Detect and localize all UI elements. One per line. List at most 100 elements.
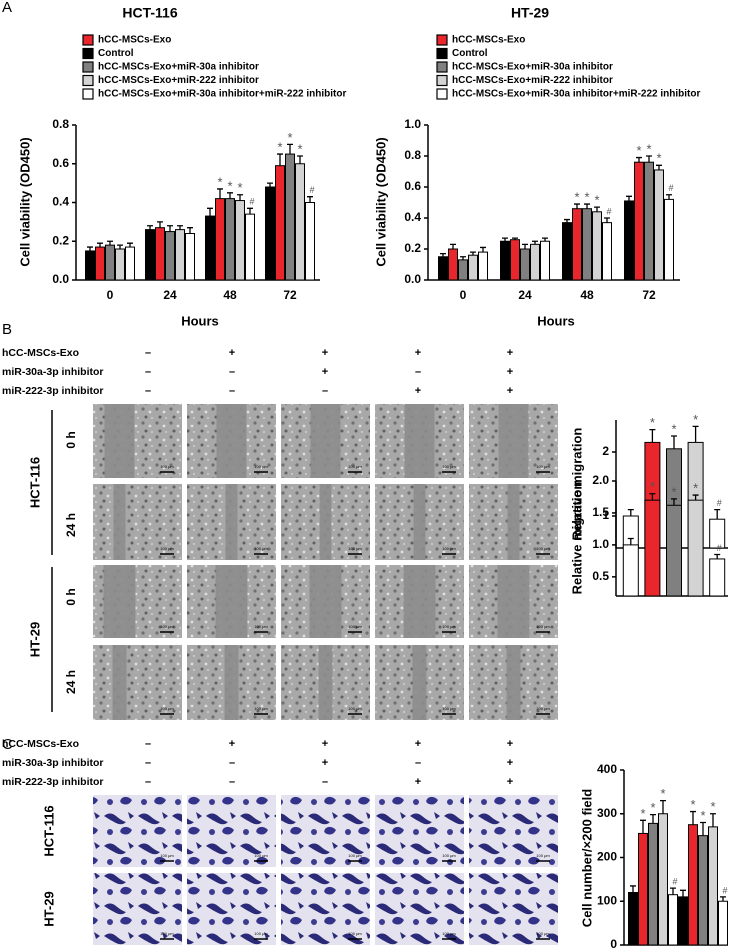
- scratch: [498, 404, 529, 478]
- x-tick-label: 72: [642, 288, 656, 302]
- error-bar: [656, 164, 662, 170]
- treatment-mark: +: [507, 776, 513, 788]
- error-bar: [480, 246, 486, 253]
- significance-label: *: [656, 151, 661, 166]
- scale-bar-label: 100 μm: [348, 546, 362, 551]
- error-bar: [584, 203, 590, 209]
- significance-label: *: [693, 480, 698, 495]
- error-bar: [692, 425, 699, 443]
- scratch: [112, 645, 127, 720]
- bar: [628, 892, 638, 946]
- legend-label: hCC-MSCs-Exo+miR-30a inhibitor+miR-222 i…: [452, 89, 700, 100]
- treatment-mark: +: [415, 776, 421, 788]
- scale-bar-label: 100 μm: [442, 931, 456, 936]
- significance-label: *: [237, 180, 242, 195]
- micrograph: [375, 873, 464, 945]
- scratch: [319, 484, 332, 560]
- scale-bar-label: 100 μm: [348, 624, 362, 629]
- micrograph: [93, 645, 182, 720]
- significance-label: *: [594, 193, 599, 208]
- scratch: [497, 565, 530, 638]
- error-bar: [640, 819, 646, 834]
- treatment-mark: –: [145, 757, 151, 769]
- scale-bar-label: 100 μm: [536, 464, 550, 469]
- treatment-mark: +: [507, 738, 513, 750]
- treatment-mark: –: [229, 757, 235, 769]
- legend-swatch: [436, 88, 448, 100]
- treatment-mark: –: [145, 347, 151, 359]
- y-tick-label: 0.8: [404, 148, 421, 162]
- bar: [638, 832, 648, 946]
- error-bar: [671, 435, 677, 449]
- bar: [592, 211, 602, 281]
- scratch: [404, 404, 435, 478]
- significance-label: #: [309, 185, 314, 195]
- micrograph: [469, 795, 558, 867]
- treatment-label: miR-30a-3p inhibitor: [2, 366, 104, 378]
- error-bar: [692, 494, 699, 501]
- y-axis-label: Relative migration: [569, 482, 584, 595]
- scale-bar-label: 100 μm: [160, 931, 174, 936]
- scratch: [506, 645, 521, 720]
- treatment-mark: +: [507, 385, 513, 397]
- significance-label: *: [710, 799, 715, 814]
- bar: [185, 233, 195, 281]
- y-tick-label: 0.2: [52, 233, 69, 247]
- y-tick-label: 0.6: [404, 179, 421, 193]
- legend-swatch: [436, 34, 448, 46]
- bar: [540, 240, 550, 281]
- scratch: [216, 404, 247, 478]
- error-bar: [167, 225, 173, 232]
- bar: [668, 894, 678, 946]
- bar: [530, 243, 540, 281]
- micrograph: [93, 484, 182, 560]
- scale-bar-label: 100 μm: [160, 853, 174, 858]
- bar: [175, 229, 185, 281]
- treatment-mark: +: [507, 347, 513, 359]
- bar: [510, 239, 520, 281]
- significance-label: #: [668, 183, 673, 193]
- error-bar: [237, 194, 243, 201]
- error-bar: [297, 155, 303, 164]
- scale-bar-label: 100 μm: [348, 931, 362, 936]
- bar: [582, 208, 592, 281]
- error-bar: [277, 153, 283, 166]
- micrograph: [187, 795, 276, 867]
- significance-label: *: [660, 786, 665, 801]
- treatment-mark: +: [229, 347, 235, 359]
- scale-bar-label: 100 μm: [160, 464, 174, 469]
- treatment-mark: –: [415, 366, 421, 378]
- legend-label: hCC-MSCs-Exo+miR-222 inhibitor: [98, 75, 259, 86]
- scratch: [310, 404, 341, 478]
- treatment-mark: +: [507, 757, 513, 769]
- error-bar: [227, 192, 233, 199]
- error-bar: [440, 253, 446, 257]
- micrograph: [469, 873, 558, 945]
- significance-label: #: [606, 206, 611, 216]
- error-bar: [522, 243, 528, 249]
- error-bar: [147, 225, 153, 230]
- chart-title: HCT-116: [122, 5, 177, 21]
- y-tick-label: 1.0: [592, 537, 609, 551]
- scale-bar-label: 100 μm: [254, 706, 268, 711]
- error-bar: [247, 207, 253, 215]
- treatment-mark: –: [145, 776, 151, 788]
- significance-label: *: [646, 141, 651, 156]
- error-bar: [450, 243, 456, 249]
- treatment-mark: –: [322, 385, 328, 397]
- scale-bar-label: 100 μm: [536, 706, 550, 711]
- bar: [145, 229, 155, 281]
- bar: [245, 213, 255, 281]
- treatment-mark: –: [145, 738, 151, 750]
- scratch: [412, 645, 427, 720]
- error-bar: [660, 799, 666, 814]
- significance-label: *: [584, 189, 589, 204]
- bar: [95, 246, 105, 281]
- y-tick-label: 300: [597, 806, 617, 820]
- scale-bar-label: 100 μm: [442, 706, 456, 711]
- error-bar: [157, 221, 163, 228]
- significance-label: *: [636, 143, 641, 158]
- scratch: [413, 484, 426, 560]
- bar: [622, 544, 639, 597]
